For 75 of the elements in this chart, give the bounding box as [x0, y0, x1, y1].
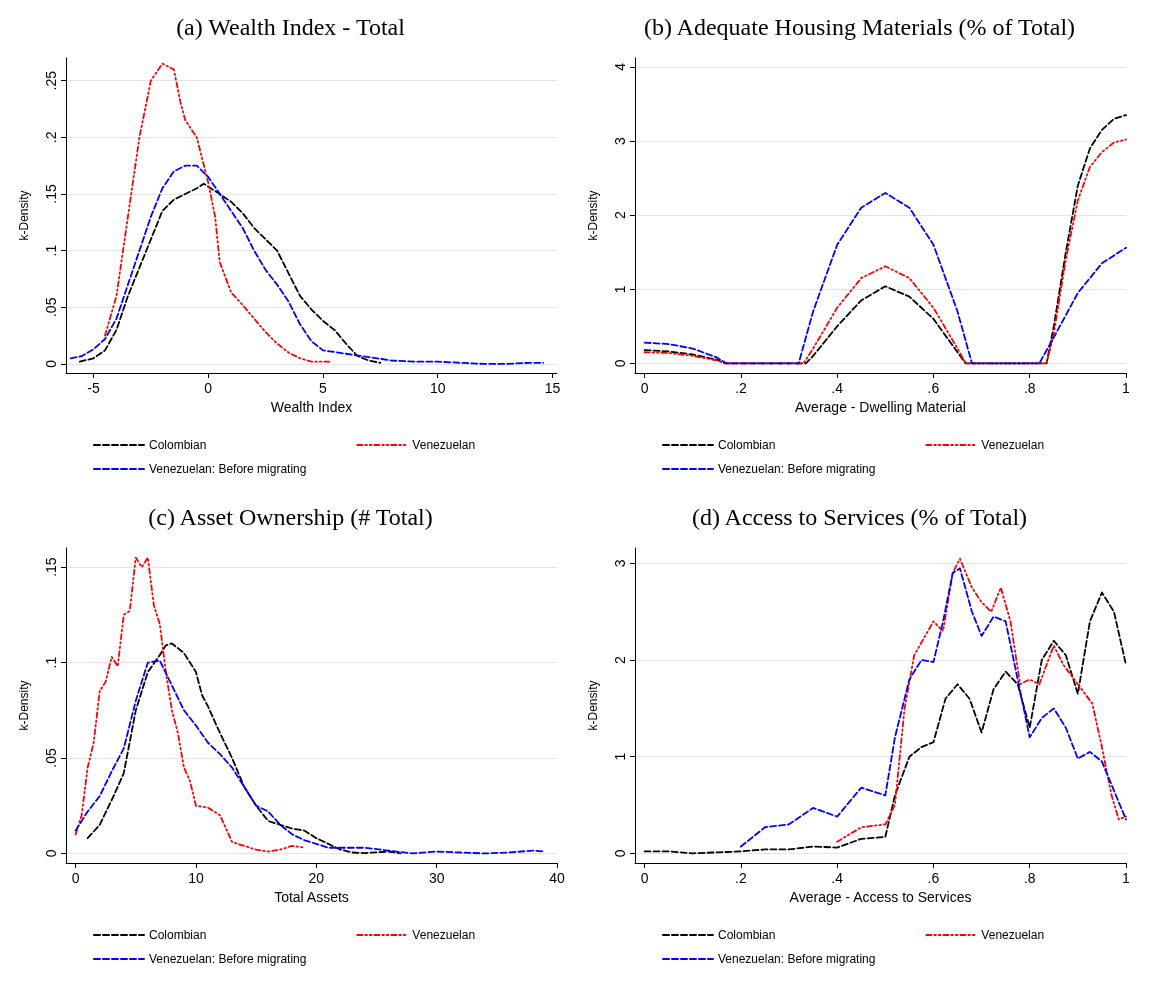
line-series [104, 62, 331, 363]
line-series [74, 659, 546, 855]
x-tick-label: 1 [1122, 380, 1131, 396]
y-tick-label: .25 [43, 70, 59, 91]
x-tick-label: .6 [927, 870, 940, 886]
y-axis-title: k-Density [586, 190, 600, 241]
x-tick-label: 0 [640, 870, 649, 886]
legend-label: Venezuelan [412, 438, 476, 452]
x-axis-title: Average - Access to Services [789, 888, 972, 905]
x-tick-label: 10 [429, 380, 446, 396]
x-tick-label: 0 [640, 380, 649, 396]
line-series [78, 182, 382, 364]
x-axis-title: Average - Dwelling Material [795, 398, 966, 415]
y-tick-label: .15 [43, 557, 59, 577]
legend-label: Venezuelan: Before migrating [718, 462, 876, 476]
y-tick-label: .1 [43, 244, 59, 257]
y-tick-label: 4 [612, 62, 628, 71]
legend-label: Colombian [718, 438, 776, 452]
x-tick-label: .6 [927, 380, 940, 396]
y-tick-label: 3 [612, 136, 628, 145]
line-series [86, 642, 402, 855]
y-tick-label: 0 [43, 849, 59, 858]
y-tick-label: 2 [612, 211, 628, 220]
y-axis-title: k-Density [17, 190, 31, 241]
legend-label: Venezuelan: Before migrating [149, 952, 307, 966]
x-tick-label: 20 [308, 870, 325, 886]
x-tick-label: 40 [549, 870, 565, 886]
x-tick-label: 15 [544, 380, 561, 396]
line-series [74, 556, 306, 853]
y-tick-label: 2 [612, 655, 628, 664]
line-series [643, 191, 1127, 365]
line-series [836, 557, 1127, 843]
legend-label: Venezuelan [981, 438, 1045, 452]
chart-title: (a) Wealth Index - Total [176, 14, 406, 40]
x-tick-label: .4 [831, 380, 844, 396]
x-tick-label: -5 [87, 380, 100, 396]
chart-title: (b) Adequate Housing Materials (% of Total) [643, 14, 1076, 40]
x-tick-label: 0 [204, 380, 213, 396]
y-tick-label: 0 [612, 849, 628, 858]
line-series [740, 567, 1127, 848]
y-tick-label: .2 [43, 131, 59, 144]
y-tick-label: 0 [612, 359, 628, 368]
legend-label: Venezuelan: Before migrating [718, 952, 876, 966]
x-tick-label: .8 [1023, 870, 1036, 886]
line-series [643, 591, 1127, 855]
y-tick-label: 0 [43, 359, 59, 368]
legend-label: Venezuelan [412, 928, 476, 942]
y-tick-label: .15 [43, 184, 59, 204]
legend-label: Colombian [149, 438, 207, 452]
x-tick-label: 1 [1122, 870, 1131, 886]
y-axis-title: k-Density [17, 680, 31, 731]
x-tick-label: .2 [735, 870, 747, 886]
y-axis-title: k-Density [586, 680, 600, 731]
x-axis-title: Wealth Index [270, 398, 353, 415]
y-tick-label: 1 [612, 752, 628, 761]
x-axis-title: Total Assets [274, 888, 349, 905]
x-tick-label: 30 [428, 870, 445, 886]
legend-label: Colombian [149, 928, 207, 942]
y-tick-label: .05 [43, 748, 59, 768]
chart-title: (d) Access to Services (% of Total) [691, 504, 1028, 530]
legend-label: Venezuelan: Before migrating [149, 462, 307, 476]
line-series [69, 164, 545, 365]
x-tick-label: 0 [71, 870, 80, 886]
x-tick-label: .8 [1023, 380, 1036, 396]
x-tick-label: 10 [188, 870, 204, 886]
y-tick-label: .1 [43, 656, 59, 669]
legend-label: Colombian [718, 928, 776, 942]
legend-label: Venezuelan [981, 928, 1045, 942]
y-tick-label: 3 [612, 559, 628, 568]
x-tick-label: 5 [319, 380, 328, 396]
y-tick-label: 1 [612, 285, 628, 294]
y-tick-label: .05 [43, 297, 59, 318]
x-tick-label: .4 [831, 870, 844, 886]
chart-title: (c) Asset Ownership (# Total) [148, 504, 433, 530]
x-tick-label: .2 [735, 380, 747, 396]
